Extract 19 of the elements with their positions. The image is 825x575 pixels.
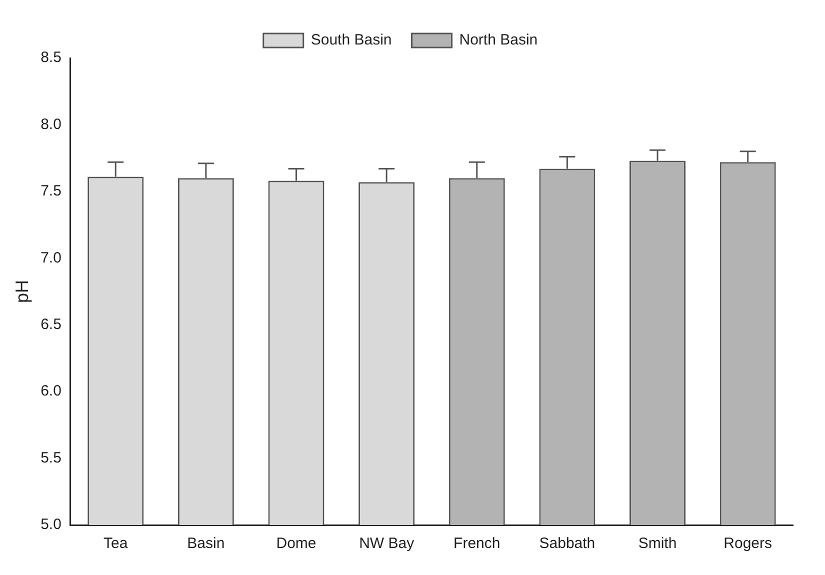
x-tick-label: Dome	[276, 535, 316, 552]
y-tick-label: 6.0	[40, 382, 62, 400]
y-tick-label: 8.5	[40, 49, 62, 66]
y-axis-title: pH	[12, 280, 32, 304]
x-tick-label: Tea	[104, 535, 128, 552]
y-tick-label: 8.0	[40, 116, 62, 133]
x-tick-label: NW Bay	[359, 535, 415, 552]
y-tick-label: 5.0	[40, 516, 62, 534]
x-tick-label: Sabbath	[539, 535, 596, 552]
x-tick-label: French	[454, 535, 500, 552]
y-tick-label: 7.0	[40, 249, 62, 266]
x-tick-label: Rogers	[724, 535, 772, 552]
y-tick-label: 6.5	[40, 316, 62, 333]
y-tick-label: 5.5	[40, 449, 62, 466]
x-tick-label: Basin	[187, 535, 225, 552]
legend-label: North Basin	[459, 32, 538, 49]
y-tick-label: 7.5	[40, 182, 62, 200]
legend-label: South Basin	[310, 32, 392, 49]
x-tick-label: Smith	[638, 535, 677, 552]
